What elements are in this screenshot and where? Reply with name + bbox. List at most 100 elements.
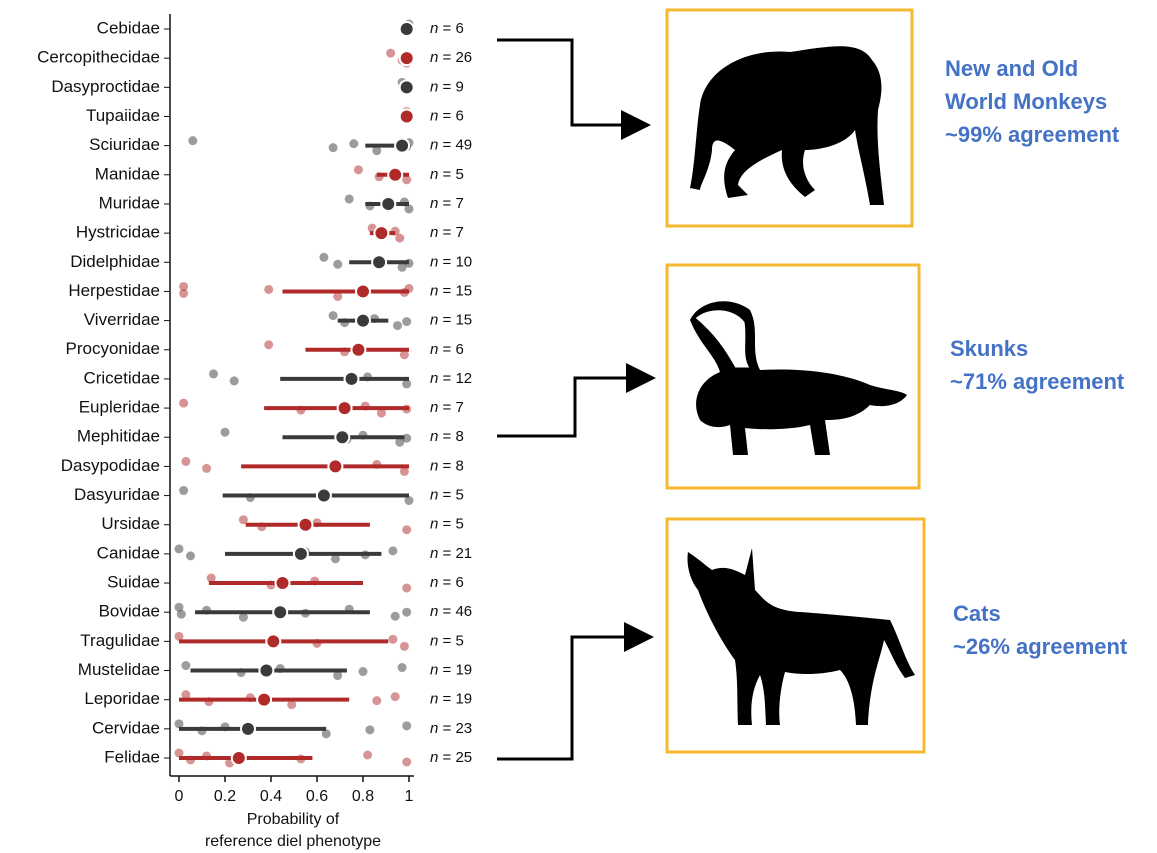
n-label: n = 15: [430, 312, 472, 329]
n-label: n = 10: [430, 253, 472, 270]
n-label: n = 21: [430, 545, 472, 562]
category-label: Procyonidae: [65, 339, 160, 358]
mean-dot: [274, 575, 291, 592]
n-label: n = 7: [430, 399, 464, 416]
data-point: [402, 525, 412, 535]
data-point: [402, 607, 412, 617]
n-label: n = 19: [430, 661, 472, 678]
category-label: Canidae: [97, 543, 160, 562]
category-label: Leporidae: [84, 689, 160, 708]
annotation: New and Old: [945, 56, 1078, 81]
data-point: [388, 634, 398, 644]
n-label: n = 19: [430, 691, 472, 708]
n-label: n = 6: [430, 107, 464, 124]
data-point: [399, 466, 409, 476]
mean-dot: [350, 341, 367, 358]
n-label: n = 8: [430, 428, 464, 445]
mean-dot: [371, 254, 388, 271]
data-point: [390, 692, 400, 702]
category-label: Cercopithecidae: [37, 48, 160, 67]
data-point: [372, 696, 382, 706]
image-panel: [665, 8, 914, 228]
data-point: [174, 748, 184, 758]
data-point: [186, 551, 195, 561]
n-label: n = 49: [430, 137, 472, 154]
x-tick-label: 0.2: [214, 788, 236, 805]
n-label: n = 25: [430, 749, 472, 766]
data-point: [402, 379, 412, 389]
data-point: [206, 573, 216, 583]
mean-dot: [394, 137, 411, 154]
category-label: Dasyuridae: [74, 485, 160, 504]
mean-dot: [343, 370, 360, 387]
annotation: World Monkeys: [945, 89, 1107, 114]
annotation: ~71% agreement: [950, 369, 1125, 394]
category-label: Hystricidae: [76, 223, 160, 242]
mean-dot: [398, 79, 415, 96]
annotation: Cats: [953, 601, 1001, 626]
data-point: [395, 437, 405, 447]
x-axis-label: Probability of: [247, 811, 340, 828]
n-label: n = 23: [430, 720, 472, 737]
data-point: [181, 456, 191, 466]
mean-dot: [355, 312, 371, 329]
n-label: n = 5: [430, 632, 464, 649]
n-label: n = 6: [430, 574, 464, 591]
data-point: [174, 719, 184, 729]
data-point: [176, 609, 186, 619]
n-label: n = 6: [430, 341, 464, 358]
data-point: [179, 486, 189, 496]
data-point: [174, 631, 184, 641]
mean-dot: [380, 195, 397, 212]
data-point: [202, 463, 212, 473]
monkey-silhouette: [690, 46, 884, 206]
x-tick-label: 0.4: [260, 788, 282, 805]
data-point: [328, 311, 338, 321]
data-point: [179, 281, 189, 291]
data-point: [404, 496, 414, 506]
category-label: Bovidae: [99, 602, 160, 621]
annotation: Skunks: [950, 336, 1028, 361]
data-point: [209, 369, 218, 379]
category-label: Sciuridae: [89, 135, 160, 154]
category-label: Viverridae: [84, 310, 160, 329]
category-label: Felidae: [104, 747, 160, 766]
mean-dot: [292, 545, 309, 562]
category-label: Dasyproctidae: [51, 77, 160, 96]
data-point: [353, 165, 363, 175]
data-point: [333, 671, 343, 681]
mean-dot: [258, 662, 275, 679]
data-point: [358, 667, 368, 677]
data-point: [365, 725, 375, 735]
n-label: n = 7: [430, 224, 464, 241]
n-label: n = 15: [430, 282, 472, 299]
category-label: Cricetidae: [83, 368, 160, 387]
data-point: [402, 583, 412, 593]
data-point: [181, 690, 191, 700]
data-point: [319, 252, 329, 262]
mean-dot: [265, 633, 282, 650]
n-label: n = 46: [430, 603, 472, 620]
data-point: [174, 544, 184, 554]
mean-dot: [315, 487, 332, 504]
category-label: Didelphidae: [70, 252, 160, 271]
skunk-stripe: [694, 309, 751, 369]
data-point: [397, 663, 407, 673]
data-point: [179, 398, 189, 408]
n-label: n = 6: [430, 20, 464, 37]
data-point: [344, 194, 354, 204]
data-point: [330, 554, 340, 564]
data-point: [188, 136, 198, 146]
mean-dot: [230, 750, 247, 766]
data-point: [238, 515, 248, 525]
category-label: Ursidae: [101, 514, 160, 533]
category-label: Manidae: [95, 164, 160, 183]
x-tick-label: 1: [405, 788, 414, 805]
mean-dot: [398, 50, 415, 67]
data-point: [174, 602, 184, 612]
mean-dot: [240, 720, 256, 737]
n-label: n = 8: [430, 457, 464, 474]
data-point: [220, 427, 230, 437]
